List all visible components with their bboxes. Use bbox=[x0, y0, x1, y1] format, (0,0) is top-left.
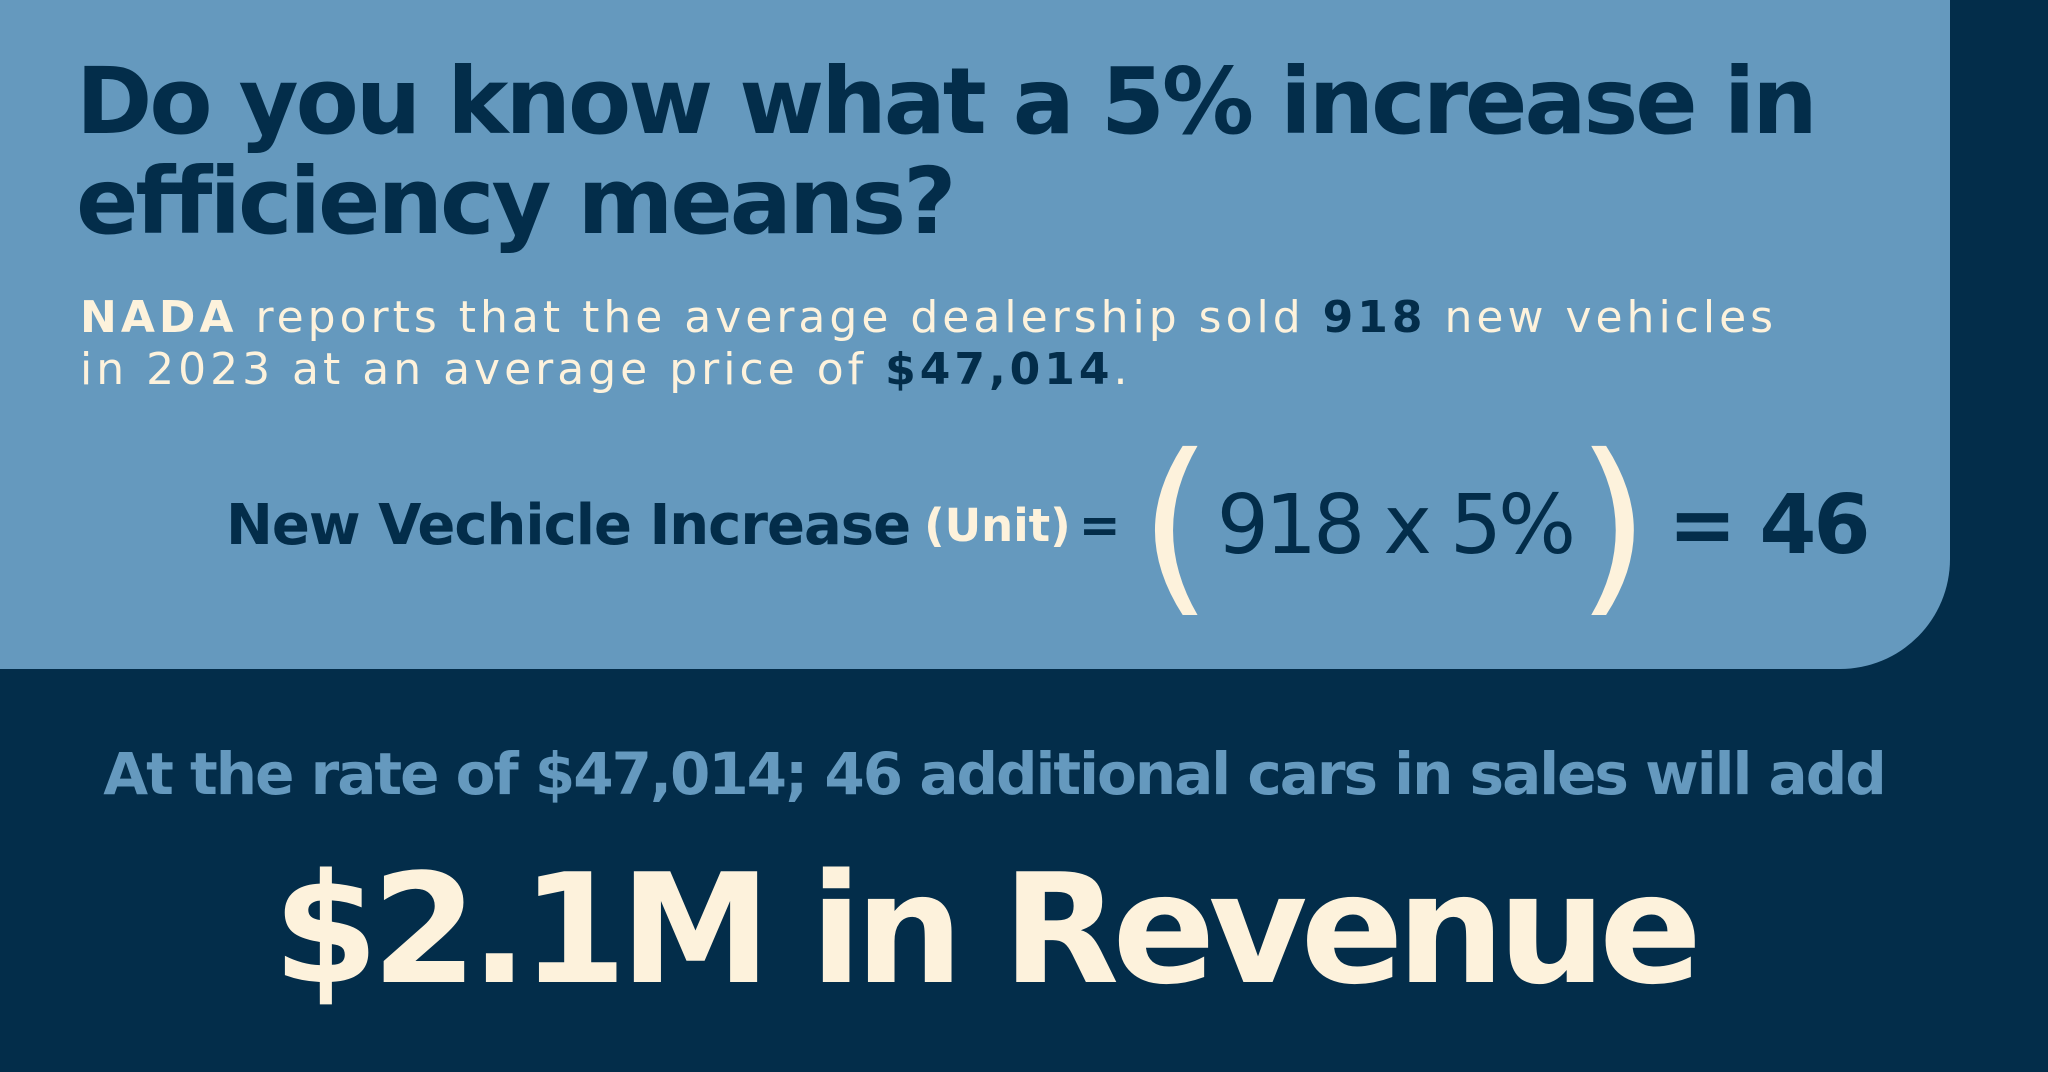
revenue-total: $2.1M in Revenue bbox=[272, 841, 1702, 1018]
formula-equals: = bbox=[1078, 496, 1121, 554]
rate-line: At the rate of $47,014; 46 additional ca… bbox=[103, 740, 1886, 808]
report-paragraph: NADA reports that the average dealership… bbox=[80, 292, 1780, 396]
report-text-2: new vehicles in 2023 at an average price… bbox=[80, 292, 1778, 395]
headline: Do you know what a 5% increase in effici… bbox=[76, 48, 1818, 255]
formula-unit: (Unit) bbox=[924, 498, 1071, 552]
report-average-price: $47,014 bbox=[885, 344, 1114, 395]
formula-label: New Vechicle Increase bbox=[226, 492, 911, 558]
formula-open-paren: ( bbox=[1138, 414, 1213, 635]
top-panel bbox=[0, 0, 1950, 669]
formula: New Vechicle Increase (Unit) = ( 918 x 5… bbox=[226, 414, 1871, 635]
formula-close-paren: ) bbox=[1576, 414, 1651, 635]
formula-expression: 918 x 5% bbox=[1216, 477, 1576, 573]
report-source: NADA bbox=[80, 292, 238, 343]
report-units-sold: 918 bbox=[1322, 292, 1427, 343]
report-text-1: reports that the average dealership sold bbox=[237, 292, 1323, 343]
report-text-3: . bbox=[1113, 344, 1132, 395]
formula-result: = 46 bbox=[1668, 477, 1870, 573]
